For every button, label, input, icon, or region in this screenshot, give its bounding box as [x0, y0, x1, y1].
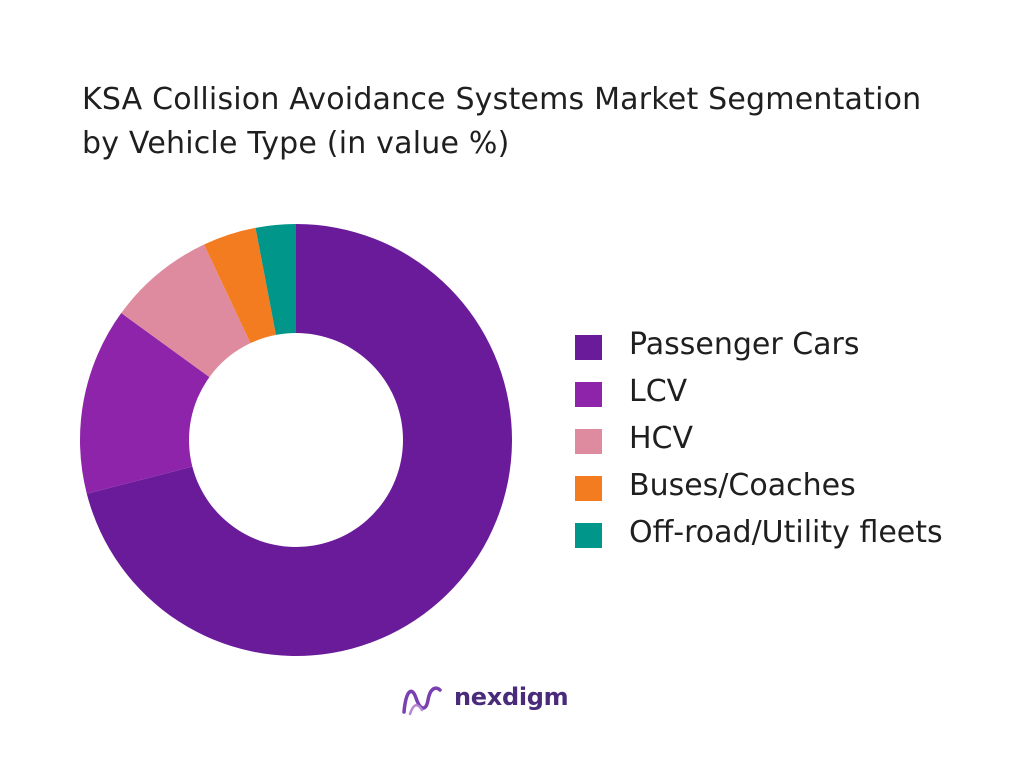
donut-slice-lcv — [79, 313, 210, 494]
chart-title: KSA Collision Avoidance Systems Market S… — [82, 78, 1012, 166]
legend-swatch — [575, 523, 602, 548]
legend-swatch — [575, 335, 602, 360]
legend-label: HCV — [629, 421, 694, 456]
chart-title-line-1: KSA Collision Avoidance Systems Market S… — [82, 82, 922, 117]
legend-label: Buses/Coaches — [629, 468, 856, 503]
legend-swatch — [575, 382, 602, 407]
legend-swatch — [575, 476, 602, 501]
nexdigm-logo-icon — [402, 686, 442, 716]
brand-name: nexdigm — [454, 683, 569, 711]
legend-label: Passenger Cars — [629, 327, 860, 362]
legend-label: Off-road/Utility fleets — [629, 515, 943, 550]
legend-label: LCV — [629, 374, 688, 409]
legend-swatch — [575, 429, 602, 454]
donut-slice-passenger-cars — [86, 224, 512, 656]
donut-slice-hcv — [121, 244, 251, 378]
chart-title-line-2: by Vehicle Type (in value %) — [82, 126, 510, 161]
donut-slice-off-road-utility-fleets — [255, 224, 296, 335]
donut-slice-buses-coaches — [204, 227, 276, 344]
